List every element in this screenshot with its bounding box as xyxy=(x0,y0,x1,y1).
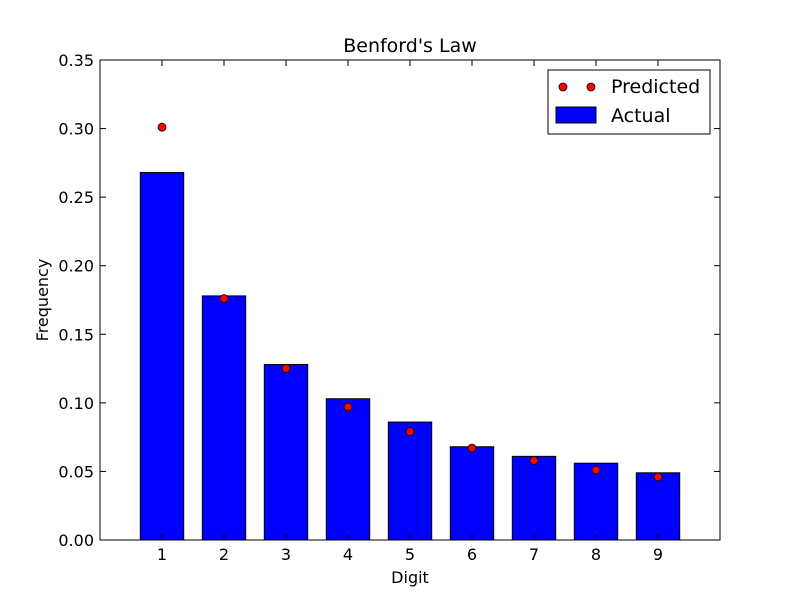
x-tick-label: 1 xyxy=(157,545,167,564)
bar-actual-6 xyxy=(449,446,495,541)
x-tick-label: 4 xyxy=(343,545,353,564)
x-tick-label: 3 xyxy=(281,545,291,564)
y-axis-label: Frequency xyxy=(33,259,52,342)
y-tick-label: 0.30 xyxy=(58,120,94,139)
legend: Predicted Actual xyxy=(547,69,711,135)
x-tick-label: 7 xyxy=(529,545,539,564)
point-predicted-1 xyxy=(157,122,167,132)
x-tick-label: 8 xyxy=(591,545,601,564)
legend-actual-swatch xyxy=(555,106,597,124)
point-predicted-3 xyxy=(281,364,291,373)
x-tick-label: 9 xyxy=(653,545,663,564)
x-tick-label: 6 xyxy=(467,545,477,564)
point-predicted-2 xyxy=(219,294,229,304)
bars-layer xyxy=(139,171,681,541)
y-tick-label: 0.15 xyxy=(58,325,94,344)
legend-actual-label: Actual xyxy=(611,105,671,127)
point-predicted-6 xyxy=(467,443,477,453)
y-tick-label: 0.20 xyxy=(58,257,94,276)
y-tick-label: 0.25 xyxy=(58,188,94,207)
point-predicted-4 xyxy=(343,402,353,412)
bar-actual-8 xyxy=(573,462,619,541)
chart-title: Benford's Law xyxy=(343,35,477,57)
x-tick-label: 5 xyxy=(405,545,415,564)
y-tick-label: 0.10 xyxy=(58,394,94,413)
ticks-layer: 1 2 3 4 5 6 7 8 9 0.00 0.05 0.10 0.15 0.20 0.25 0.30 0.3… xyxy=(58,51,720,564)
bar-actual-1 xyxy=(139,171,185,541)
y-tick-label: 0.35 xyxy=(58,51,94,70)
bar-actual-2 xyxy=(201,295,247,541)
x-tick-label: 2 xyxy=(219,545,229,564)
legend-predicted-marker xyxy=(558,82,568,92)
bar-actual-5 xyxy=(387,421,433,541)
legend-predicted-label: Predicted xyxy=(611,76,700,98)
x-axis-label: Digit xyxy=(391,568,429,587)
bar-actual-4 xyxy=(325,398,371,541)
point-predicted-9 xyxy=(653,472,663,482)
point-predicted-7 xyxy=(529,456,539,465)
point-predicted-5 xyxy=(405,427,415,437)
y-tick-label: 0.00 xyxy=(58,531,94,550)
bar-actual-7 xyxy=(511,455,557,541)
y-tick-label: 0.05 xyxy=(58,462,94,481)
legend-predicted-marker xyxy=(586,82,596,92)
points-layer xyxy=(157,122,663,482)
bar-actual-3 xyxy=(263,363,309,541)
bar-actual-9 xyxy=(635,472,681,541)
point-predicted-8 xyxy=(591,465,601,475)
